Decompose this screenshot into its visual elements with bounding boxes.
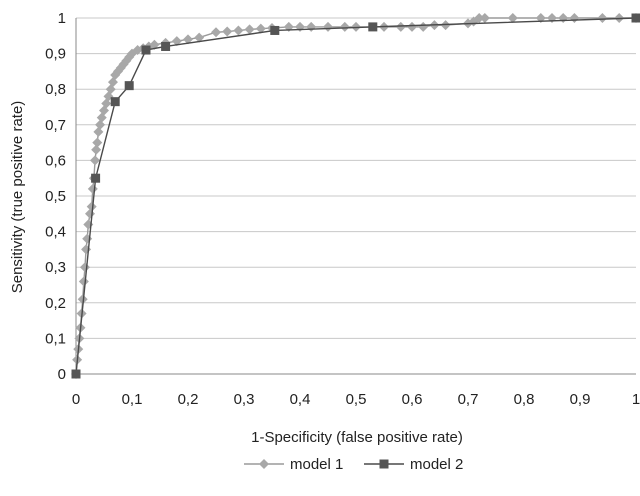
data-point (407, 21, 417, 32)
data-point (149, 39, 160, 50)
data-point (295, 21, 305, 32)
data-point (79, 262, 90, 273)
gridlines (76, 17, 636, 339)
legend-item: model 1 (244, 456, 343, 473)
data-point (85, 208, 95, 219)
data-point (141, 45, 151, 55)
x-tick-label: 0,9 (570, 391, 591, 408)
x-tick-label: 0,6 (402, 391, 423, 408)
data-point (115, 62, 126, 73)
data-point (194, 32, 205, 43)
data-point (90, 155, 101, 166)
data-point (91, 144, 102, 155)
data-point (95, 119, 106, 130)
y-tick-label: 1 (58, 10, 66, 27)
legend-label: model 1 (290, 456, 343, 473)
data-point (255, 23, 266, 34)
data-point (418, 21, 429, 32)
y-tick-label: 0,8 (45, 81, 66, 98)
data-point (91, 173, 101, 183)
x-tick-label: 0,4 (290, 391, 311, 408)
x-tick-label: 0,8 (514, 391, 535, 408)
y-axis-label: Sensitivity (true positive rate) (9, 101, 26, 294)
data-point (77, 294, 88, 305)
data-point (110, 97, 120, 107)
legend-label: model 2 (410, 456, 463, 473)
data-point (479, 13, 490, 23)
legend: model 1 model 2 (244, 456, 463, 473)
series-model-2 (71, 13, 640, 379)
y-tick-label: 0,3 (45, 259, 66, 276)
x-tick-label: 0 (72, 391, 80, 408)
data-point (124, 81, 134, 91)
y-tick-label: 0 (58, 366, 66, 383)
data-point (233, 25, 244, 36)
data-point (82, 233, 93, 244)
data-point (71, 369, 81, 379)
y-tick-label: 0,6 (45, 152, 66, 169)
data-point (569, 13, 580, 23)
data-point (92, 137, 103, 148)
x-tick-label: 1 (632, 391, 640, 408)
data-point (211, 27, 221, 38)
tick-labels: 0 0,1 0,2 0,3 0,4 0,5 0,6 0,7 0,8 0,9 1 0 0,1 0,2 0,3 0… (45, 10, 640, 408)
x-tick-label: 0,3 (234, 391, 255, 408)
y-tick-label: 0,9 (45, 46, 66, 63)
data-point (222, 26, 233, 37)
data-point (368, 22, 378, 32)
data-point (558, 13, 569, 23)
data-point (339, 21, 350, 32)
axes (75, 18, 636, 375)
data-point (597, 13, 608, 23)
data-point (270, 25, 280, 35)
x-tick-label: 0,1 (122, 391, 143, 408)
data-point (86, 201, 97, 212)
y-tick-label: 0,7 (45, 117, 66, 134)
data-point (244, 24, 255, 35)
x-tick-label: 0,5 (346, 391, 367, 408)
data-point (183, 34, 193, 45)
x-tick-label: 0,7 (458, 391, 479, 408)
data-point (87, 183, 98, 194)
x-tick-label: 0,2 (178, 391, 199, 408)
data-point (631, 13, 640, 23)
data-point (474, 13, 485, 23)
y-tick-label: 0,2 (45, 295, 66, 312)
data-point (507, 13, 518, 23)
data-point (81, 244, 92, 255)
data-point (78, 276, 89, 287)
legend-marker (379, 459, 389, 469)
x-axis-label: 1-Specificity (false positive rate) (251, 429, 463, 446)
legend-item: model 2 (364, 456, 463, 473)
data-point (161, 41, 171, 51)
data-point (93, 126, 104, 137)
data-point (118, 59, 129, 70)
data-point (306, 21, 317, 32)
y-tick-label: 0,5 (45, 188, 66, 205)
y-tick-label: 0,1 (45, 330, 66, 347)
data-point (323, 21, 333, 32)
data-point (171, 36, 182, 47)
legend-marker (259, 459, 269, 469)
series (71, 13, 640, 379)
y-tick-label: 0,4 (45, 224, 66, 241)
data-point (395, 21, 406, 32)
